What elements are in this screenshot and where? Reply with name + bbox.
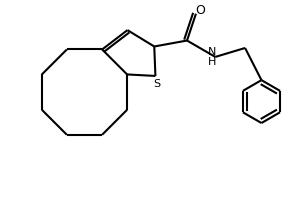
Text: H: H bbox=[208, 57, 217, 67]
Text: N: N bbox=[208, 47, 217, 57]
Text: O: O bbox=[196, 4, 206, 17]
Text: S: S bbox=[153, 79, 161, 89]
